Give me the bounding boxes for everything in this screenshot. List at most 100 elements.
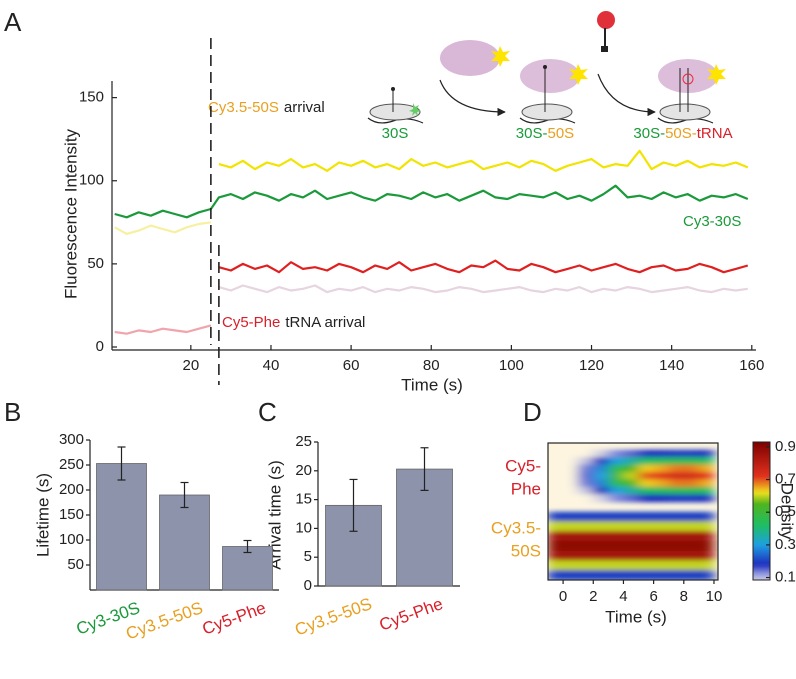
heatmap-cell (623, 479, 639, 488)
heatmap-cells (548, 449, 715, 580)
heatmap-cell (592, 479, 609, 488)
heatmap-cell (698, 449, 715, 458)
heatmap-cell (683, 560, 700, 571)
heatmap-cell (562, 560, 579, 571)
heatmap-cell (548, 486, 564, 495)
annotation-part: tRNA arrival (285, 314, 365, 331)
heatmap-cell (668, 479, 685, 488)
heatmap-cell (548, 471, 564, 481)
heatmap-cell (638, 486, 654, 495)
label-part: 30S (382, 125, 409, 142)
heatmap-cell (623, 569, 639, 580)
heatmap-cell (562, 511, 579, 523)
bar (96, 463, 147, 591)
heatmap-cell (668, 494, 685, 503)
heatmap-cell (548, 511, 564, 523)
panel-letter: A (4, 7, 22, 37)
annotation: Cy5-Phe tRNA arrival (222, 314, 365, 331)
y-tick-label: 0 (96, 338, 104, 355)
heatmap-cell (548, 457, 564, 466)
heatmap-cell (592, 531, 609, 542)
annotation: Cy3.5-50S arrival (208, 99, 325, 116)
x-tick-label: 120 (579, 357, 604, 374)
heatmap-cell (608, 494, 624, 503)
heatmap-cell (698, 479, 715, 488)
heatmap-cell (668, 449, 685, 458)
heatmap-cell (562, 471, 579, 481)
heatmap-cell (577, 521, 594, 532)
heatmap-cell (638, 569, 654, 580)
y-tick-label: 250 (59, 456, 84, 473)
heatmap-cell (653, 486, 670, 495)
heatmap-cell (548, 569, 564, 580)
annotation-part: arrival (284, 99, 325, 116)
heatmap-cell (668, 560, 685, 571)
heatmap-cell (608, 471, 624, 481)
y-axis-label: Lifetime (s) (33, 473, 52, 557)
y-tick-label: 0 (304, 577, 312, 594)
x-tick-label: 160 (739, 357, 764, 374)
heatmap-cell (562, 569, 579, 580)
heatmap-cell (683, 479, 700, 488)
colorbar-tick-label: 0.9 (775, 438, 796, 455)
heatmap-cell (668, 521, 685, 532)
heatmap-cell (653, 464, 670, 473)
heatmap-cell (638, 449, 654, 458)
heatmap-cell (653, 479, 670, 488)
heatmap-cell (668, 511, 685, 523)
y-tick-label: 100 (59, 531, 84, 548)
diagram-label: 30S-50S (516, 125, 574, 142)
heatmap-cell (683, 464, 700, 473)
heatmap-cell (653, 494, 670, 503)
heatmap-cell (623, 560, 639, 571)
diagram-label: 30S-50S-tRNA (633, 125, 732, 142)
x-tick-label: 8 (680, 588, 688, 605)
heatmap-cell (683, 457, 700, 466)
heatmap-cell (608, 540, 624, 552)
heatmap-cell (623, 471, 639, 481)
x-tick-label: 80 (423, 357, 440, 374)
heatmap-cell (577, 457, 594, 466)
heatmap-cell (592, 471, 609, 481)
y-tick-label: 200 (59, 481, 84, 498)
heatmap-cell (608, 560, 624, 571)
heatmap-cell (653, 540, 670, 552)
y-tick-label: 100 (79, 172, 104, 189)
y-tick-label: 20 (295, 462, 312, 479)
heatmap-cell (592, 457, 609, 466)
x-tick-label: 40 (263, 357, 280, 374)
heatmap-cell (608, 479, 624, 488)
heatmap-cell (562, 457, 579, 466)
heatmap-cell (577, 471, 594, 481)
x-tick-label: 100 (499, 357, 524, 374)
heatmap-cell (653, 521, 670, 532)
heatmap-cell (683, 521, 700, 532)
y-tick-label: 50 (67, 556, 84, 573)
heatmap-cell (548, 464, 564, 473)
heatmap-cell (577, 464, 594, 473)
heatmap-cell (577, 531, 594, 542)
y-tick-label: 10 (295, 519, 312, 536)
heatmap-cell (698, 569, 715, 580)
heatmap-cell (653, 511, 670, 523)
x-tick-label: Cy3.5-50S (292, 594, 374, 639)
heatmap-cell (562, 449, 579, 458)
heatmap-cell (668, 540, 685, 552)
heatmap-cell (638, 471, 654, 481)
label-part: 50S (547, 125, 574, 142)
panel-letter: C (258, 397, 277, 427)
y-tick-label: 15 (295, 491, 312, 508)
heatmap-cell (548, 531, 564, 542)
heatmap-cell (608, 569, 624, 580)
heatmap-cell (653, 550, 670, 561)
heatmap-cell (592, 494, 609, 503)
x-axis-label: Time (s) (605, 607, 667, 626)
bar (222, 546, 273, 591)
x-tick-label: 140 (659, 357, 684, 374)
x-tick-label: 2 (589, 588, 597, 605)
heatmap-cell (592, 464, 609, 473)
heatmap-cell (548, 449, 564, 458)
label-part: 30S- (516, 125, 548, 142)
heatmap-cell (698, 494, 715, 503)
heatmap-cell (698, 464, 715, 473)
